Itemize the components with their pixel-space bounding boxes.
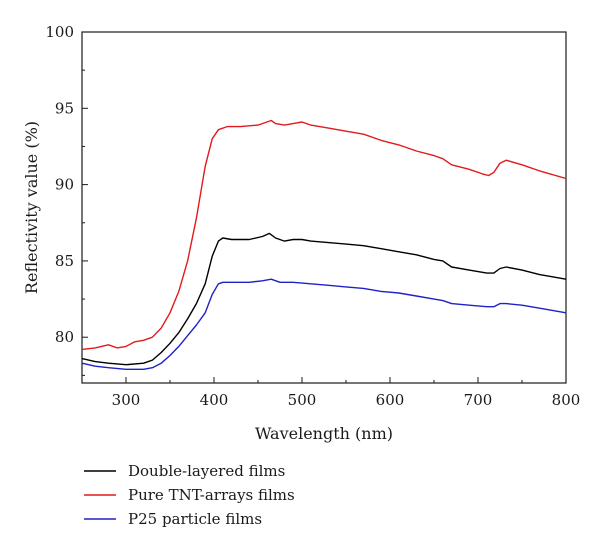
series-line-1 bbox=[81, 232, 567, 366]
series-layer bbox=[81, 119, 567, 370]
series-line-3 bbox=[81, 278, 567, 370]
legend: Double-layered films Pure TNT-arrays film… bbox=[84, 462, 295, 528]
y-tick-label: 85 bbox=[55, 252, 74, 270]
y-tick-label: 100 bbox=[45, 23, 74, 41]
x-tick-label: 500 bbox=[288, 391, 317, 409]
legend-label-1: Double-layered films bbox=[128, 462, 285, 480]
x-tick-label: 700 bbox=[464, 391, 493, 409]
y-tick-label: 90 bbox=[55, 176, 74, 194]
legend-label-2: Pure TNT-arrays films bbox=[128, 486, 295, 504]
x-axis-title: Wavelength (nm) bbox=[255, 424, 393, 443]
y-tick-label: 95 bbox=[55, 99, 74, 117]
y-axis-title: Reflectivity value (%) bbox=[22, 121, 41, 294]
x-tick-label: 600 bbox=[376, 391, 405, 409]
x-tick-label: 400 bbox=[200, 391, 229, 409]
y-axis-ticks: 80 85 90 95 100 bbox=[45, 23, 88, 376]
x-axis-ticks: 300 400 500 600 700 800 bbox=[81, 377, 581, 409]
plot-frame bbox=[81, 31, 567, 384]
series-line-2 bbox=[81, 119, 567, 351]
legend-label-3: P25 particle films bbox=[128, 510, 262, 528]
x-tick-label: 300 bbox=[112, 391, 141, 409]
x-tick-label: 800 bbox=[552, 391, 581, 409]
y-tick-label: 80 bbox=[55, 328, 74, 346]
